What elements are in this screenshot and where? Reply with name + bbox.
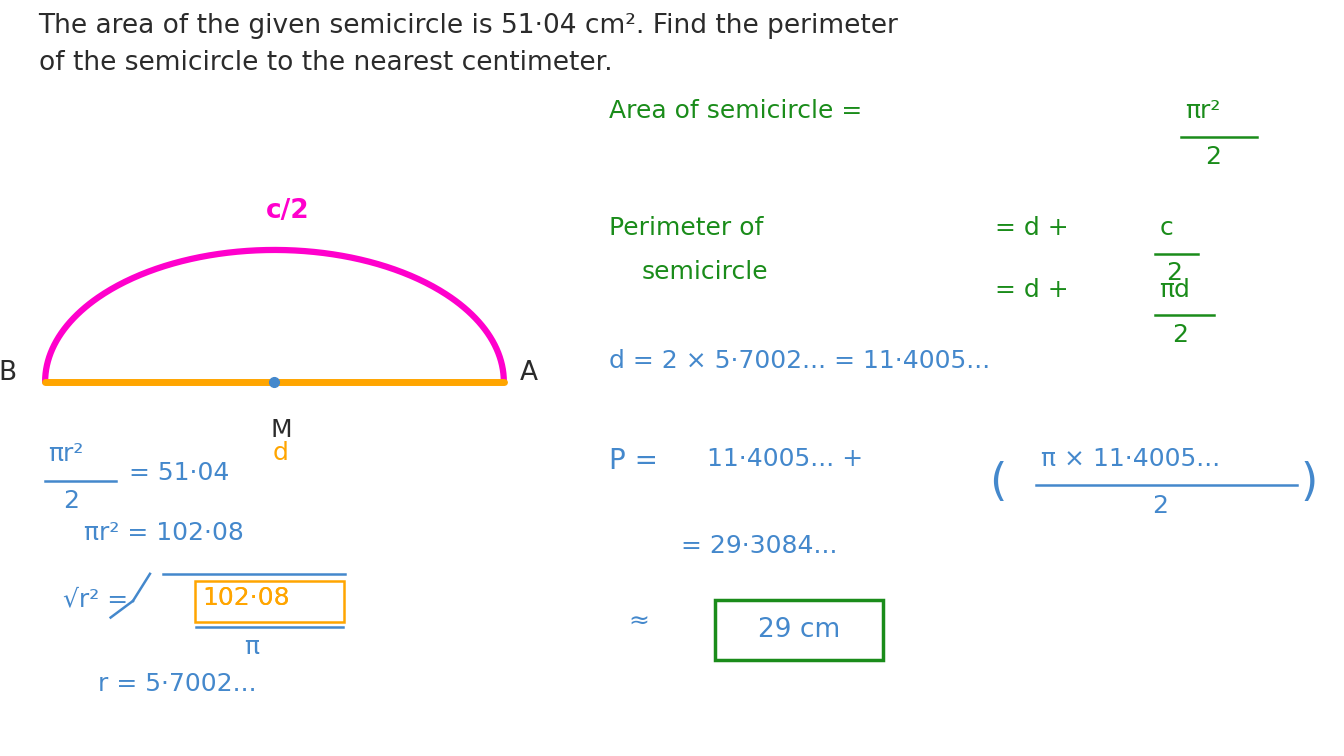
Text: semicircle: semicircle	[641, 260, 767, 284]
Text: M: M	[270, 418, 292, 442]
Text: ): )	[1301, 461, 1318, 503]
Text: 2: 2	[63, 488, 79, 513]
Text: = d +: = d +	[996, 216, 1077, 240]
Text: π × 11·4005...: π × 11·4005...	[1042, 448, 1220, 471]
Text: πr²: πr²	[48, 442, 83, 466]
Text: 2: 2	[1165, 262, 1181, 285]
Text: 2: 2	[1153, 494, 1168, 518]
Text: c: c	[1159, 216, 1173, 240]
Text: √r² =: √r² =	[63, 587, 137, 612]
Text: 29 cm: 29 cm	[758, 618, 840, 643]
Text: 102·08: 102·08	[203, 586, 290, 610]
Text: of the semicircle to the nearest centimeter.: of the semicircle to the nearest centime…	[39, 51, 612, 76]
Text: πr²: πr²	[1185, 99, 1220, 123]
Text: ≈: ≈	[629, 609, 649, 634]
Text: r = 5·7002...: r = 5·7002...	[98, 672, 257, 696]
Text: 2: 2	[1172, 323, 1188, 347]
Text: = 29·3084...: = 29·3084...	[681, 534, 837, 558]
Text: c/2: c/2	[266, 197, 309, 224]
Text: The area of the given semicircle is 51·04 cm². Find the perimeter: The area of the given semicircle is 51·0…	[39, 13, 898, 39]
Text: Area of semicircle =: Area of semicircle =	[609, 99, 870, 123]
Text: B: B	[0, 360, 16, 386]
Text: (: (	[989, 461, 1007, 503]
Text: d: d	[273, 441, 289, 464]
Text: 11·4005... +: 11·4005... +	[707, 448, 871, 471]
Text: = 51·04: = 51·04	[129, 461, 230, 485]
Text: 2: 2	[1206, 144, 1220, 169]
Text: πd: πd	[1159, 277, 1189, 302]
Text: P =: P =	[609, 448, 667, 476]
Text: Perimeter of: Perimeter of	[609, 216, 763, 240]
Text: πr² = 102·08: πr² = 102·08	[85, 521, 245, 545]
Text: d = 2 × 5·7002... = 11·4005...: d = 2 × 5·7002... = 11·4005...	[609, 349, 991, 373]
Text: π: π	[245, 635, 259, 658]
Text: A: A	[520, 360, 538, 386]
Text: = d +: = d +	[996, 277, 1077, 302]
Text: 102·08: 102·08	[203, 586, 290, 610]
FancyBboxPatch shape	[715, 600, 883, 661]
FancyBboxPatch shape	[195, 581, 344, 622]
